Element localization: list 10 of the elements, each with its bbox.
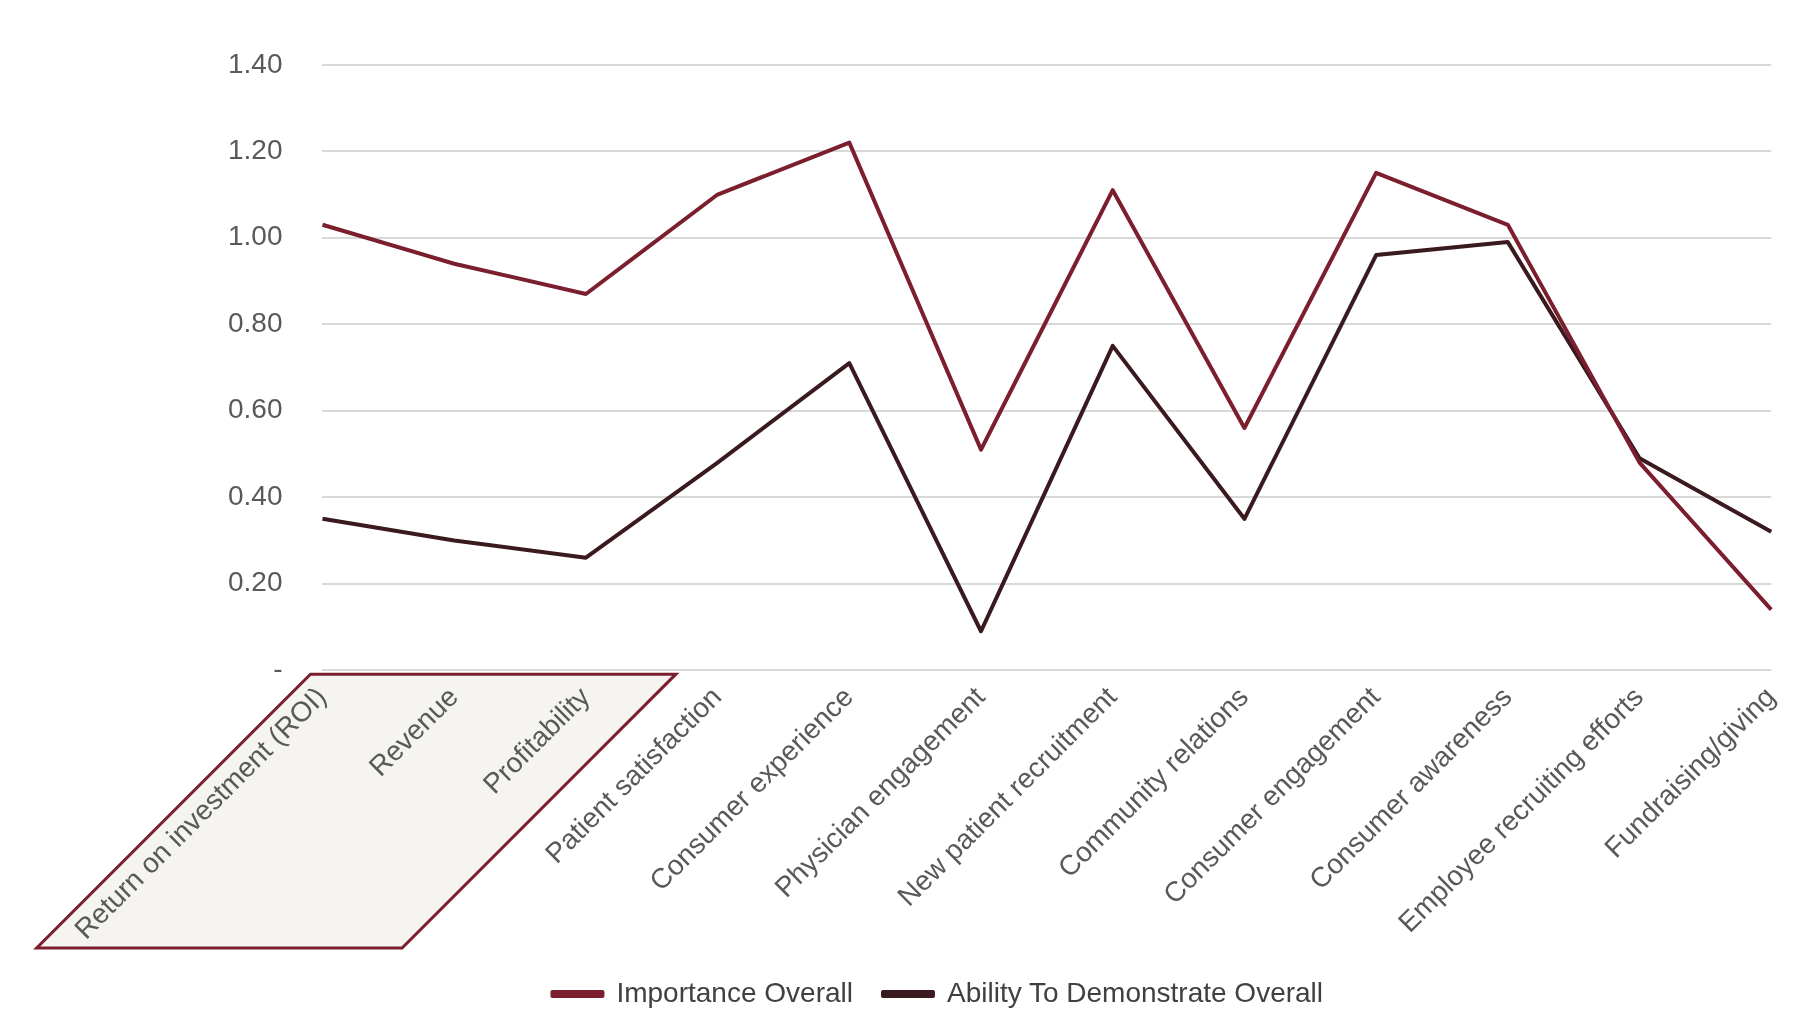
y-tick-label: 0.40 — [228, 479, 283, 511]
y-tick-label: 0.60 — [228, 393, 283, 425]
y-tick-label: 1.40 — [228, 47, 283, 79]
legend-label: Ability To Demonstrate Overall — [946, 976, 1324, 1008]
y-tick-label: 0.80 — [228, 306, 283, 338]
y-tick-label: 1.20 — [228, 134, 283, 165]
legend-label: Importance Overall — [616, 976, 853, 1008]
y-tick-label: - — [273, 652, 283, 684]
y-tick-label: 0.20 — [228, 566, 283, 598]
y-tick-label: 1.00 — [228, 220, 283, 252]
